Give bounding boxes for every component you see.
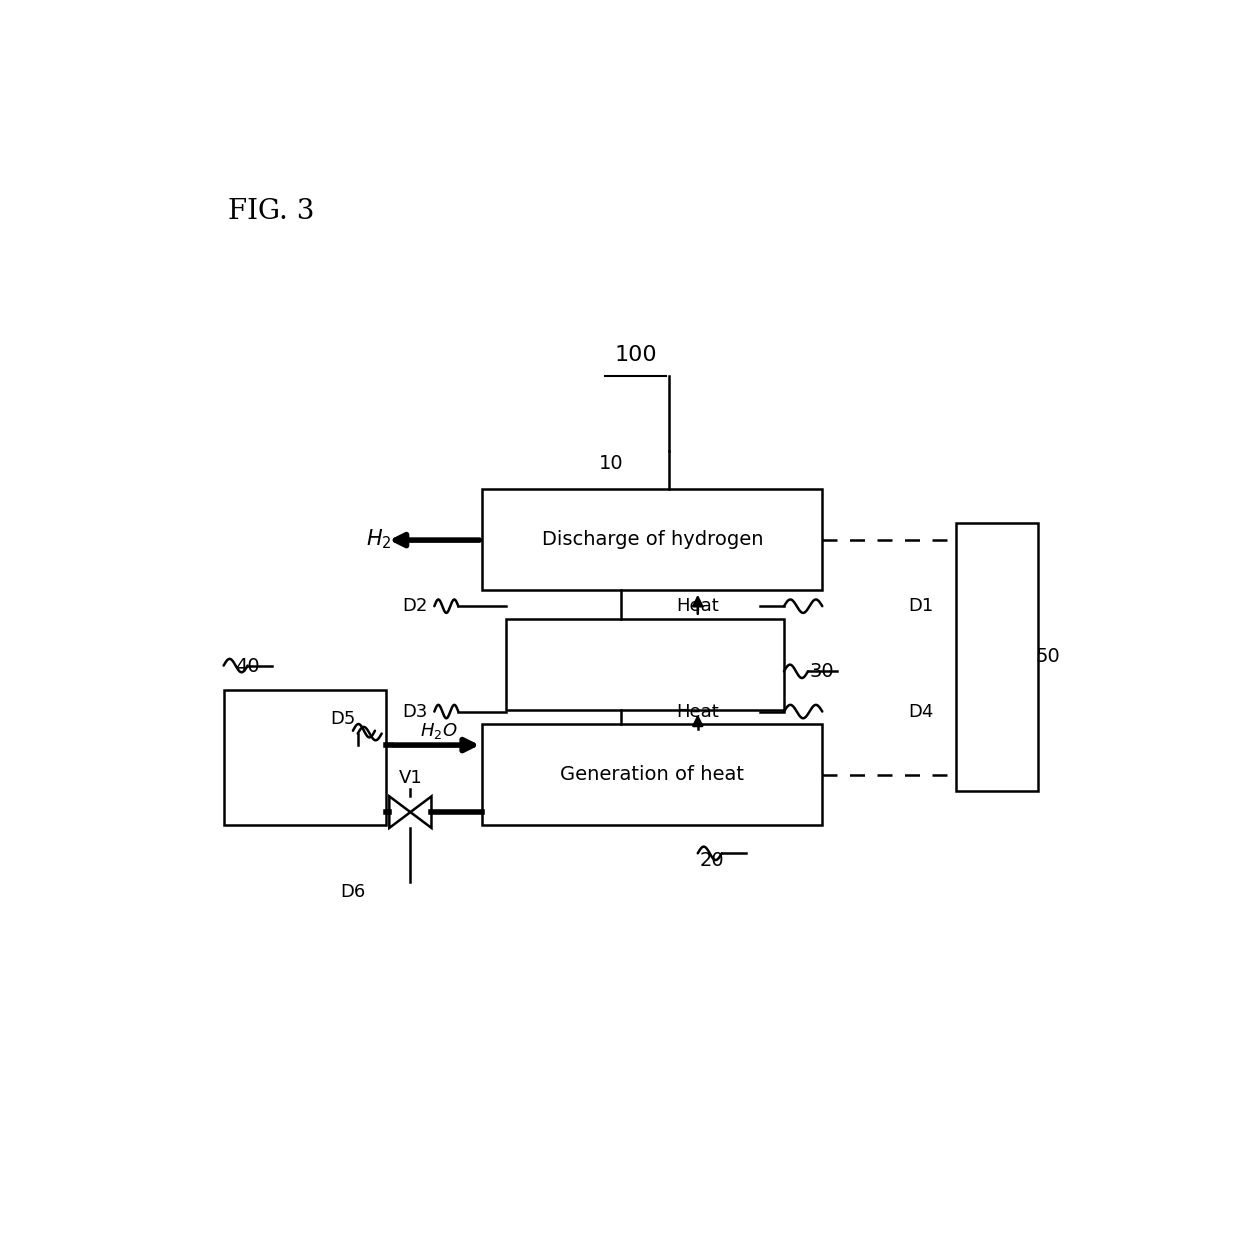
Text: D2: D2	[403, 597, 428, 616]
Text: D5: D5	[331, 710, 356, 728]
Text: Discharge of hydrogen: Discharge of hydrogen	[542, 530, 763, 549]
Text: D3: D3	[403, 703, 428, 720]
Text: 30: 30	[810, 662, 835, 680]
Polygon shape	[410, 796, 432, 829]
Text: FIG. 3: FIG. 3	[228, 198, 315, 225]
Text: 100: 100	[614, 345, 657, 364]
Text: 20: 20	[699, 851, 724, 870]
Text: D6: D6	[340, 883, 366, 901]
Text: 40: 40	[236, 657, 260, 675]
Bar	[223, 690, 387, 825]
Text: Heat: Heat	[676, 703, 719, 720]
Text: $H_2$: $H_2$	[366, 527, 392, 551]
Polygon shape	[389, 796, 410, 829]
Text: V1: V1	[398, 769, 423, 786]
Bar	[482, 489, 822, 590]
Bar	[482, 724, 822, 825]
Text: Generation of heat: Generation of heat	[560, 765, 744, 784]
Text: Heat: Heat	[676, 597, 719, 616]
Text: D4: D4	[908, 703, 934, 720]
Bar	[506, 618, 784, 709]
Text: 50: 50	[1035, 647, 1060, 667]
Text: $H_2O$: $H_2O$	[420, 720, 458, 740]
Text: D1: D1	[909, 597, 934, 616]
Bar	[956, 522, 1038, 791]
Text: 10: 10	[599, 454, 624, 473]
